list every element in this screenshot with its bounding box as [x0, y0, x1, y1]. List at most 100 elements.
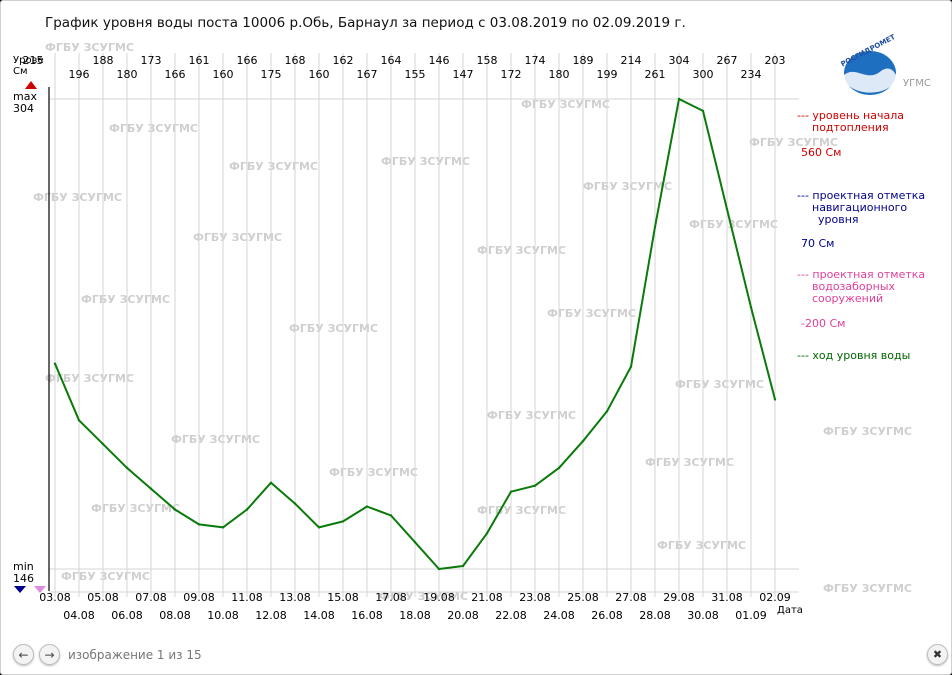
top-value-label: 160 — [309, 68, 330, 81]
x-tick-label: 26.08 — [591, 609, 623, 622]
series-point — [485, 532, 489, 535]
top-value-label: 234 — [741, 68, 762, 81]
top-value-label: 166 — [237, 54, 258, 67]
top-value-label: 172 — [501, 68, 522, 81]
top-value-labels: 2151961881801731661611601661751681601621… — [23, 54, 786, 81]
x-tick-label: 18.08 — [399, 609, 431, 622]
x-tick-label: 05.08 — [87, 591, 119, 604]
legend-entry-value: 560 См — [801, 146, 841, 159]
series-point — [269, 481, 273, 484]
watermark-text: ФГБУ ЗСУГМС — [171, 433, 260, 446]
logo-wave — [844, 68, 896, 93]
x-tick-labels: 03.08 04.08 05.08 06.08 07.08 08.08 09.08 10.08… — [39, 591, 791, 622]
watermark-text: ФГБУ ЗСУГМС — [381, 155, 470, 168]
watermark-text: ФГБУ ЗСУГМС — [689, 218, 778, 231]
series-point — [125, 466, 129, 470]
series-point — [701, 109, 705, 113]
watermark-text: ФГБУ ЗСУГМС — [109, 122, 198, 135]
min-marker-icon-2 — [34, 586, 46, 593]
series-point — [461, 564, 465, 568]
series-point — [317, 526, 321, 529]
series-point — [365, 505, 369, 508]
watermark-text: ФГБУ ЗСУГМС — [61, 570, 150, 583]
x-tick-label: 25.08 — [567, 591, 599, 604]
x-tick-label: 21.08 — [471, 591, 503, 604]
x-tick-label: 03.08 — [39, 591, 71, 604]
watermark-text: ФГБУ ЗСУГМС — [823, 582, 912, 595]
series-point — [653, 225, 657, 229]
top-value-label: 173 — [141, 54, 162, 67]
legend-entry-text: навигационного — [812, 201, 907, 214]
legend-entry-text: --- ход уровня воды — [797, 349, 910, 362]
series-point — [629, 365, 633, 368]
top-value-label: 304 — [669, 54, 690, 67]
watermark-text: ФГБУ ЗСУГМС — [583, 180, 672, 193]
prev-image-button[interactable]: ← — [13, 644, 34, 665]
arrow-left-icon: ← — [18, 647, 29, 662]
top-value-label: 189 — [573, 54, 594, 67]
top-value-label: 261 — [645, 68, 666, 81]
arrow-right-icon: → — [44, 647, 55, 662]
legend-entry-value: 70 См — [801, 237, 834, 250]
close-button[interactable]: ✖ — [927, 644, 948, 665]
watermark-text: ФГБУ ЗСУГМС — [547, 307, 636, 320]
series-point — [101, 442, 105, 446]
series-point — [725, 207, 729, 211]
top-value-label: 147 — [453, 68, 474, 81]
x-tick-label: 08.08 — [159, 609, 191, 622]
x-tick-label: 19.08 — [423, 591, 455, 604]
min-marker-icon — [14, 586, 26, 593]
x-tick-label: 31.08 — [711, 591, 743, 604]
series-point — [605, 410, 609, 413]
series-point — [533, 484, 537, 487]
series-layer — [53, 97, 777, 571]
legend-entry-text: подтопления — [812, 121, 889, 134]
series-point — [245, 508, 249, 511]
series-point — [149, 487, 153, 490]
x-tick-label: 01.09 — [735, 609, 767, 622]
x-tick-label: 15.08 — [327, 591, 359, 604]
x-tick-label: 20.08 — [447, 609, 479, 622]
min-value: 146 — [13, 572, 34, 585]
series-point — [173, 508, 177, 511]
watermark-text: ФГБУ ЗСУГМС — [81, 293, 170, 306]
legend-entry-text: водозаборных — [812, 280, 896, 293]
watermark-text: ФГБУ ЗСУГМС — [749, 136, 838, 149]
x-tick-label: 29.08 — [663, 591, 695, 604]
top-value-label: 162 — [333, 54, 354, 67]
watermark-text: ФГБУ ЗСУГМС — [33, 191, 122, 204]
x-tick-label: 04.08 — [63, 609, 95, 622]
top-value-label: 196 — [69, 68, 90, 81]
top-value-label: 188 — [93, 54, 114, 67]
next-image-button[interactable]: → — [39, 644, 60, 665]
x-tick-label: 13.08 — [279, 591, 311, 604]
top-value-label: 160 — [213, 68, 234, 81]
top-value-label: 267 — [717, 54, 738, 67]
series-point — [293, 502, 297, 505]
series-point — [677, 97, 681, 101]
x-tick-label: 24.08 — [543, 609, 575, 622]
min-label: min — [13, 560, 34, 573]
watermark-text: ФГБУ ЗСУГМС — [477, 504, 566, 517]
watermark-text: ФГБУ ЗСУГМС — [45, 41, 134, 54]
top-value-label: 300 — [693, 68, 714, 81]
max-marker-icon — [25, 81, 37, 89]
top-value-label: 166 — [165, 68, 186, 81]
logo-side-text: УГМС — [903, 78, 931, 89]
x-tick-label: 14.08 — [303, 609, 335, 622]
x-tick-label: 12.08 — [255, 609, 287, 622]
series-point — [389, 514, 393, 517]
x-tick-label: 16.08 — [351, 609, 383, 622]
top-value-label: 168 — [285, 54, 306, 67]
x-tick-label: 28.08 — [639, 609, 671, 622]
top-value-label: 214 — [621, 54, 642, 67]
top-value-label: 155 — [405, 68, 426, 81]
x-axis-label: Дата — [777, 605, 803, 616]
legend-entry-text: --- проектная отметка — [797, 268, 925, 281]
x-tick-label: 06.08 — [111, 609, 143, 622]
x-tick-label: 10.08 — [207, 609, 239, 622]
